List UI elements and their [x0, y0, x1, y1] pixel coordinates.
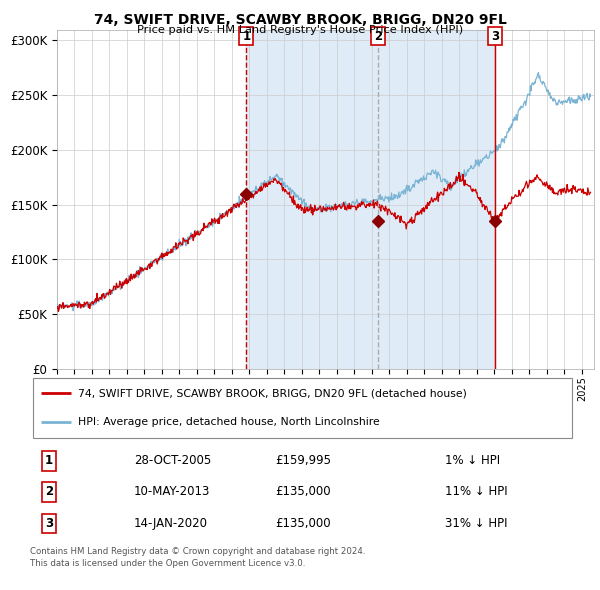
Text: £135,000: £135,000 [275, 485, 331, 499]
Text: 10-MAY-2013: 10-MAY-2013 [134, 485, 210, 499]
Text: 3: 3 [45, 517, 53, 530]
Text: 1% ↓ HPI: 1% ↓ HPI [445, 454, 500, 467]
Text: Price paid vs. HM Land Registry's House Price Index (HPI): Price paid vs. HM Land Registry's House … [137, 25, 463, 35]
Text: 11% ↓ HPI: 11% ↓ HPI [445, 485, 508, 499]
Text: 2: 2 [45, 485, 53, 499]
Text: 74, SWIFT DRIVE, SCAWBY BROOK, BRIGG, DN20 9FL (detached house): 74, SWIFT DRIVE, SCAWBY BROOK, BRIGG, DN… [78, 388, 467, 398]
Text: £159,995: £159,995 [275, 454, 331, 467]
Text: 2: 2 [374, 30, 382, 42]
Text: HPI: Average price, detached house, North Lincolnshire: HPI: Average price, detached house, Nort… [78, 417, 380, 427]
Text: Contains HM Land Registry data © Crown copyright and database right 2024.: Contains HM Land Registry data © Crown c… [30, 547, 365, 556]
FancyBboxPatch shape [33, 378, 572, 438]
Text: £135,000: £135,000 [275, 517, 331, 530]
Bar [247, 30, 495, 369]
Text: This data is licensed under the Open Government Licence v3.0.: This data is licensed under the Open Gov… [30, 559, 305, 568]
Text: 1: 1 [242, 30, 250, 42]
Text: 1: 1 [45, 454, 53, 467]
Text: 74, SWIFT DRIVE, SCAWBY BROOK, BRIGG, DN20 9FL: 74, SWIFT DRIVE, SCAWBY BROOK, BRIGG, DN… [94, 13, 506, 27]
Text: 3: 3 [491, 30, 499, 42]
Text: 28-OCT-2005: 28-OCT-2005 [134, 454, 211, 467]
Text: 14-JAN-2020: 14-JAN-2020 [134, 517, 208, 530]
Text: 31% ↓ HPI: 31% ↓ HPI [445, 517, 508, 530]
